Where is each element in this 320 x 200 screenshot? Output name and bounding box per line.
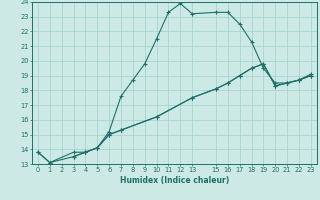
X-axis label: Humidex (Indice chaleur): Humidex (Indice chaleur) [120, 176, 229, 185]
